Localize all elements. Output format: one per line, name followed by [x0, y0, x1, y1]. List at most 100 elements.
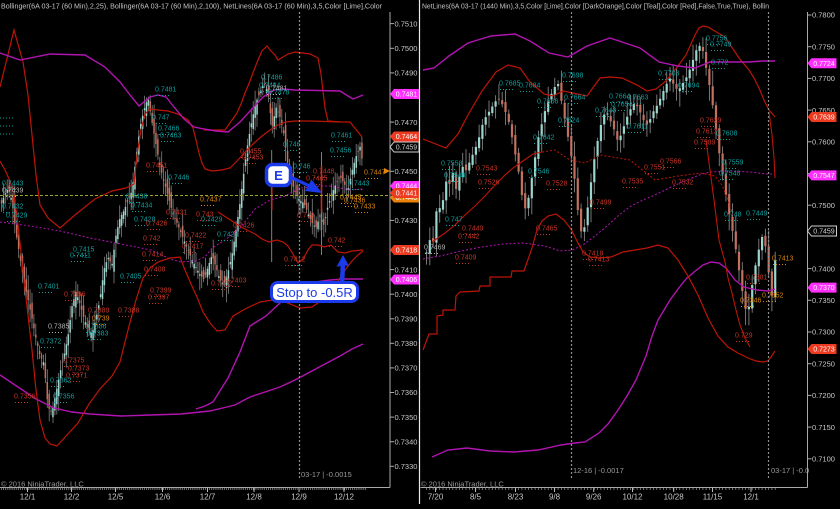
svg-text:0.7413: 0.7413 [588, 257, 610, 264]
svg-text:0.7559: 0.7559 [722, 160, 744, 167]
svg-text:0.7390: 0.7390 [395, 315, 418, 324]
svg-text:0.7566: 0.7566 [660, 159, 682, 166]
svg-text:E: E [274, 168, 283, 183]
svg-text:0.7453: 0.7453 [242, 155, 264, 162]
svg-text:0.7528: 0.7528 [546, 181, 568, 188]
svg-text:0.7800: 0.7800 [812, 11, 835, 20]
svg-text:0.7375: 0.7375 [63, 358, 85, 365]
svg-text:0.746: 0.746 [283, 142, 301, 149]
svg-text:0.7396: 0.7396 [64, 292, 86, 299]
svg-text:0.7383: 0.7383 [87, 331, 109, 338]
svg-text:0.7432: 0.7432 [2, 204, 24, 211]
svg-text:12-16 | -0.0017: 12-16 | -0.0017 [573, 466, 624, 475]
svg-text:0.7445: 0.7445 [340, 195, 362, 202]
svg-text:0.7666: 0.7666 [537, 99, 559, 106]
svg-text:0.7698: 0.7698 [562, 73, 584, 80]
svg-text:Bollinger(6A 03-17 (60 Min),2,: Bollinger(6A 03-17 (60 Min),2,25), Bolli… [1, 4, 383, 11]
svg-text:0.7455: 0.7455 [240, 149, 262, 156]
svg-text:0.7400: 0.7400 [812, 264, 835, 273]
svg-text:0.7426: 0.7426 [233, 223, 255, 230]
svg-text:0.7397: 0.7397 [148, 295, 170, 302]
svg-text:9/8: 9/8 [549, 493, 561, 502]
svg-text:0.7466: 0.7466 [158, 126, 180, 133]
svg-text:0.7470: 0.7470 [395, 118, 418, 127]
svg-text:© 2016 NinjaTrader, LLC: © 2016 NinjaTrader, LLC [421, 480, 504, 489]
svg-text:12/2: 12/2 [64, 493, 80, 502]
svg-text:12/9: 12/9 [291, 493, 307, 502]
svg-text:0.7443: 0.7443 [348, 181, 370, 188]
svg-text:03-17 | -0.0: 03-17 | -0.0 [771, 466, 809, 475]
svg-text:0.7481: 0.7481 [155, 87, 177, 94]
svg-text:0.748: 0.748 [724, 212, 742, 219]
svg-text:12/1: 12/1 [743, 493, 759, 502]
svg-text:0.7400: 0.7400 [395, 290, 418, 299]
svg-text:0.7250: 0.7250 [812, 359, 835, 368]
svg-text:0.7469: 0.7469 [424, 245, 446, 252]
svg-text:0.7405: 0.7405 [120, 274, 142, 281]
svg-text:0.7642: 0.7642 [533, 135, 555, 142]
svg-text:0.7418: 0.7418 [582, 251, 604, 258]
svg-text:0.7362: 0.7362 [50, 378, 72, 385]
svg-text:0.7547: 0.7547 [813, 173, 835, 180]
svg-text:12/1: 12/1 [20, 493, 36, 502]
svg-text:0.7611: 0.7611 [627, 124, 648, 131]
svg-text:0.7639: 0.7639 [813, 115, 835, 122]
svg-text:0.7436: 0.7436 [344, 198, 366, 205]
svg-text:0.7350: 0.7350 [812, 296, 835, 305]
svg-text:0.7700: 0.7700 [812, 74, 835, 83]
svg-text:0.7548: 0.7548 [444, 173, 466, 180]
svg-text:0.7624: 0.7624 [558, 118, 580, 125]
svg-text:0.7750: 0.7750 [812, 42, 835, 51]
svg-text:0.7456: 0.7456 [330, 148, 352, 155]
svg-text:0.7546: 0.7546 [528, 169, 550, 176]
svg-text:0.7608: 0.7608 [716, 131, 738, 138]
svg-text:0.7749: 0.7749 [710, 42, 732, 49]
svg-text:0.7443: 0.7443 [2, 181, 24, 188]
svg-text:0.7426: 0.7426 [146, 221, 168, 228]
svg-text:0.7417: 0.7417 [182, 244, 204, 251]
svg-text:0.7273: 0.7273 [813, 347, 835, 354]
svg-text:0.7373: 0.7373 [68, 366, 90, 373]
svg-text:10/12: 10/12 [622, 493, 643, 502]
svg-text:0.7449: 0.7449 [746, 211, 768, 218]
svg-text:0.7408: 0.7408 [144, 267, 166, 274]
svg-text:0.7200: 0.7200 [812, 391, 835, 400]
svg-text:0.7360: 0.7360 [395, 388, 418, 397]
svg-text:0.7500: 0.7500 [812, 201, 835, 210]
svg-text:0.7484: 0.7484 [259, 83, 281, 90]
svg-text:0.7438: 0.7438 [126, 194, 148, 201]
svg-text:0.7399: 0.7399 [150, 288, 172, 295]
svg-text:11/15: 11/15 [703, 493, 723, 502]
svg-text:0.7756: 0.7756 [706, 36, 728, 43]
svg-text:0.7385: 0.7385 [48, 324, 70, 331]
svg-text:0.7650: 0.7650 [812, 106, 835, 115]
svg-text:0.7450: 0.7450 [395, 167, 418, 176]
svg-text:0.7464: 0.7464 [396, 134, 418, 141]
svg-text:12/5: 12/5 [108, 493, 124, 502]
svg-text:0.7510: 0.7510 [395, 19, 418, 28]
svg-text:0.742: 0.742 [143, 236, 161, 243]
svg-text:0.7410: 0.7410 [395, 265, 418, 274]
svg-text:8/5: 8/5 [470, 493, 482, 502]
svg-text:0.7401: 0.7401 [38, 284, 60, 291]
svg-text:0.7548: 0.7548 [719, 171, 741, 178]
svg-text:0.739: 0.739 [92, 316, 110, 323]
svg-text:7/20: 7/20 [428, 493, 444, 502]
svg-text:0.747: 0.747 [445, 217, 463, 224]
svg-text:0.743: 0.743 [297, 213, 315, 220]
svg-text:0.7664: 0.7664 [609, 94, 631, 101]
svg-text:0.7434: 0.7434 [131, 203, 153, 210]
svg-text:0.7411: 0.7411 [70, 253, 91, 260]
svg-text:Stop to -0.5R: Stop to -0.5R [276, 285, 353, 300]
svg-text:0.7428: 0.7428 [134, 217, 156, 224]
svg-text:0.7500: 0.7500 [395, 44, 418, 53]
svg-text:0.7439: 0.7439 [2, 188, 24, 195]
svg-text:NetLines(6A 03-17 (1440 Min),3: NetLines(6A 03-17 (1440 Min),3,5,Color [… [422, 4, 769, 11]
svg-text:0.7447: 0.7447 [364, 170, 386, 177]
svg-text:0.7372: 0.7372 [40, 339, 62, 346]
svg-text:0.7300: 0.7300 [812, 328, 835, 337]
svg-text:0.7446: 0.7446 [168, 175, 190, 182]
svg-text:12/6: 12/6 [155, 493, 171, 502]
svg-text:0.7499: 0.7499 [590, 200, 612, 207]
svg-text:0.7459: 0.7459 [396, 145, 418, 152]
